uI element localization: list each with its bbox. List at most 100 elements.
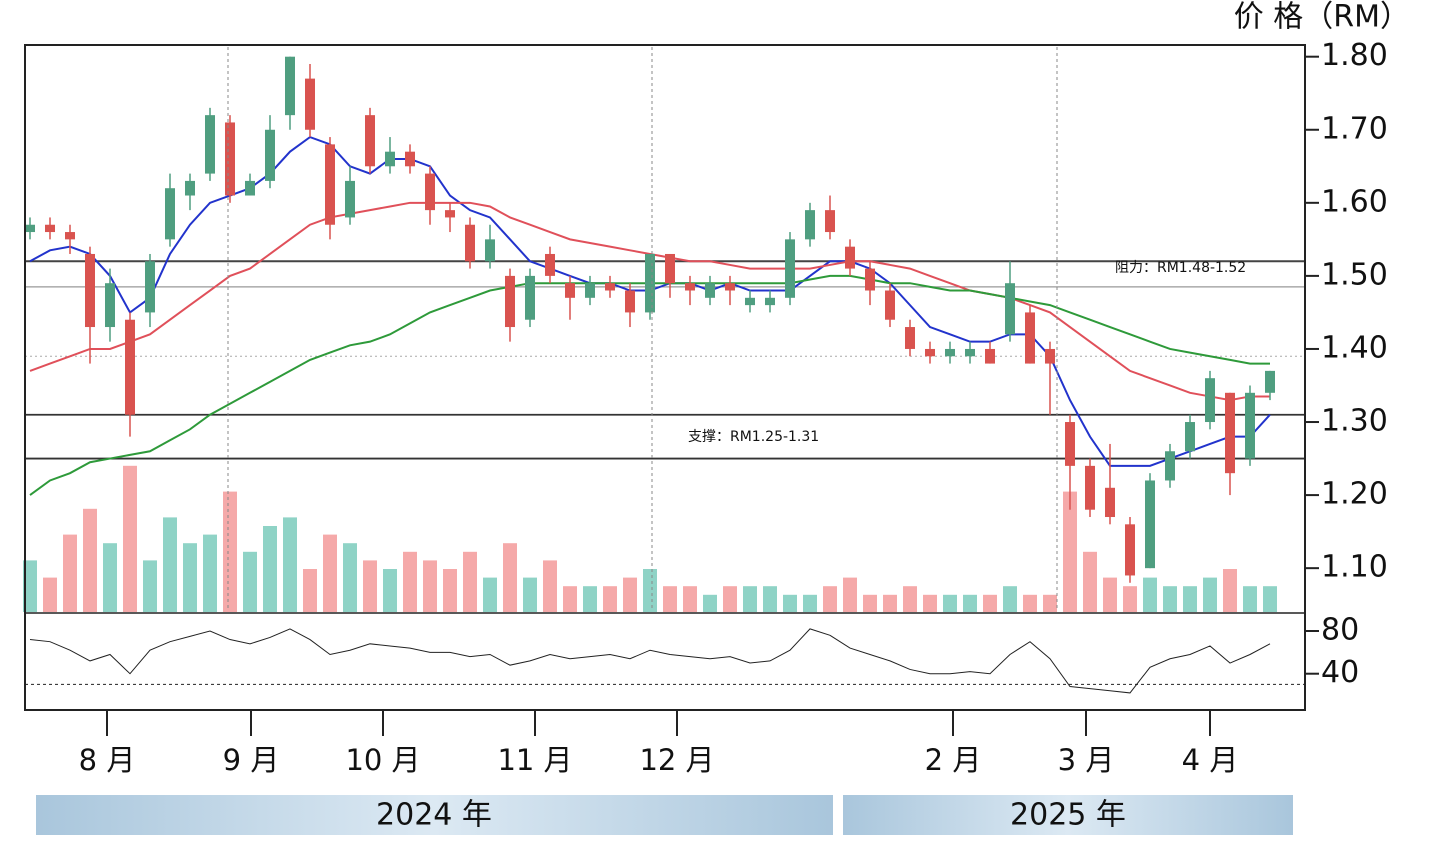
candle-body [825,210,835,233]
y-tick-label: 1.50 [1321,257,1388,292]
volume-bar [703,594,717,612]
candle-body [245,180,255,196]
y-tick-label: 1.80 [1321,38,1388,73]
candle-body [265,129,275,181]
volume-bar [183,543,197,612]
volume-bar [923,594,937,612]
candle-body [1145,480,1155,569]
candle-body [465,224,475,262]
candle-body [765,297,775,306]
volume-bar [83,508,97,612]
candle-body [685,283,695,291]
volume-bar [503,543,517,612]
y-tick-label: 1.20 [1321,477,1388,512]
candle-body [1205,378,1215,423]
candle-body [865,268,875,291]
candle-body [1045,348,1055,364]
y-tick-label: 1.70 [1321,111,1388,146]
candle-body [565,283,575,298]
x-tick-label: 3 月 [1058,743,1115,777]
annotation: 支撑：RM1.25-1.31 [688,429,819,445]
volume-bar [843,577,857,612]
candle-body [345,180,355,218]
candle-body [445,210,455,218]
candle-body [545,253,555,276]
volume-bar [543,560,557,612]
candle-body [185,180,195,196]
volume-bar [1183,586,1197,612]
candle-body [205,115,215,174]
candle-body [1245,392,1255,459]
volume-bar [403,551,417,612]
candle-body [65,232,75,240]
candle-body [425,173,435,211]
volume-bar [203,534,217,612]
rsi-tick-label: 40 [1321,655,1359,690]
frame [24,44,1306,711]
volume-bar [1143,577,1157,612]
candle-body [1025,312,1035,364]
candle-body [405,151,415,167]
candle-body [885,290,895,320]
volume-bar [263,526,277,612]
candle-body [85,253,95,328]
candle-body [605,283,615,291]
candle-body [745,297,755,306]
volume-bar [983,594,997,612]
volume-bar [163,517,177,612]
volume-bar [343,543,357,612]
volume-bar [323,534,337,612]
candle-body [665,253,675,284]
candle-body [785,239,795,298]
candle-body [905,327,915,349]
volume-bar [863,594,877,612]
volume-bar [823,586,837,612]
candle-body [525,275,535,320]
x-tick-label: 12 月 [639,743,714,777]
candle-body [25,224,35,233]
x-tick-label: 10 月 [345,743,420,777]
volume-bar [63,534,77,612]
volume-bar [963,594,977,612]
volume-bar [303,569,317,612]
volume-bar [723,586,737,612]
candle-body [225,122,235,196]
volume-bar [23,560,37,612]
y-tick-label: 1.40 [1321,330,1388,365]
x-tick-label: 2 月 [925,743,982,777]
candle-body [145,261,155,313]
candle-body [165,188,175,240]
y-tick-label: 1.30 [1321,404,1388,439]
volume-bar [243,551,257,612]
volume-bar [363,560,377,612]
volume-bar [223,491,237,612]
volume-bar [783,594,797,612]
candle-body [1005,283,1015,335]
volume-bar [1083,551,1097,612]
candle-body [1125,524,1135,576]
candle-body [1065,422,1075,466]
volume-bar [1263,586,1277,612]
volume-bar [1163,586,1177,612]
volume-bar [1243,586,1257,612]
candle-body [105,283,115,328]
year-label: 2024 年 [376,798,492,833]
candle-body [985,348,995,364]
volume-bar [463,551,477,612]
volume-bar [443,569,457,612]
candle-body [585,283,595,298]
volume-bar [803,594,817,612]
volume-bar [663,586,677,612]
volume-bar [43,577,57,612]
volume-bar [123,465,137,612]
volume-bar [283,517,297,612]
candle-body [1185,422,1195,452]
year-band [843,795,1293,835]
candle-body [1085,465,1095,510]
volume-bar [1103,577,1117,612]
candle-body [705,283,715,298]
candle-body [1265,370,1275,393]
x-tick-label: 9 月 [223,743,280,777]
volume-bar [143,560,157,612]
